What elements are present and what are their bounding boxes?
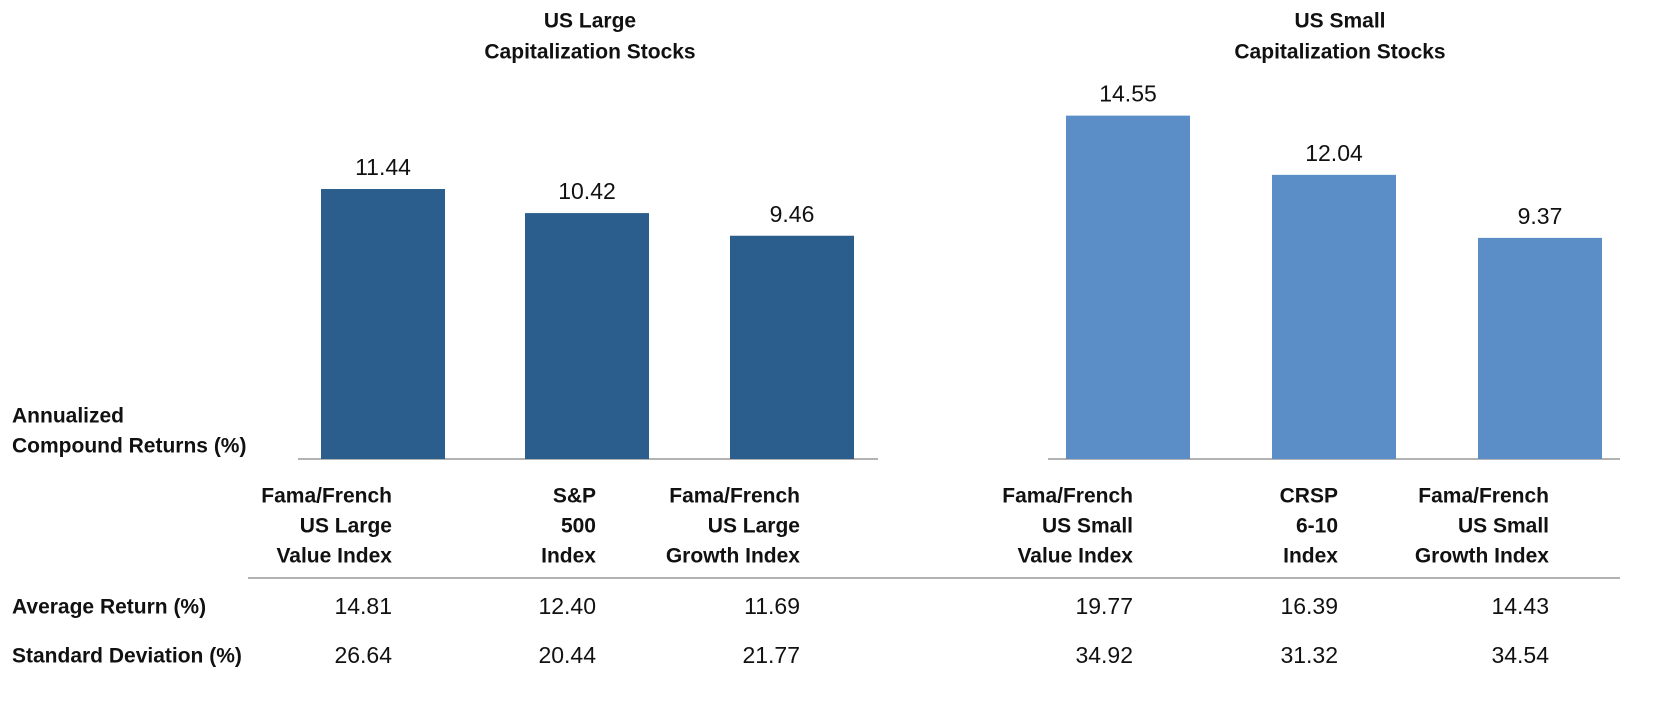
row-label: Average Return (%) xyxy=(12,596,206,619)
bar xyxy=(1066,115,1190,460)
table-cell: 14.43 xyxy=(1491,593,1549,619)
category-label: 6-10 xyxy=(1296,515,1338,538)
category-label: Index xyxy=(1283,545,1338,568)
table-cell: 34.92 xyxy=(1075,642,1133,668)
category-label: Growth Index xyxy=(666,545,800,568)
category-label: US Small xyxy=(1458,515,1549,538)
category-label: US Large xyxy=(708,515,800,538)
table-cell: 16.39 xyxy=(1280,593,1338,619)
table-cell: 26.64 xyxy=(334,642,392,668)
data-label: 10.42 xyxy=(558,178,616,204)
y-axis-label: Compound Returns (%) xyxy=(12,435,246,458)
chart-title: US Small xyxy=(1294,10,1385,33)
category-label: S&P xyxy=(553,485,596,508)
y-axis-label: Annualized xyxy=(12,405,124,428)
table-cell: 19.77 xyxy=(1075,593,1133,619)
data-label: 14.55 xyxy=(1099,81,1157,107)
category-label: 500 xyxy=(561,515,596,538)
category-label: Fama/French xyxy=(261,485,392,508)
category-label: Index xyxy=(541,545,596,568)
table-cell: 31.32 xyxy=(1280,642,1338,668)
data-label: 9.46 xyxy=(770,201,815,227)
table-cell: 34.54 xyxy=(1491,642,1549,668)
chart-title: Capitalization Stocks xyxy=(1234,41,1445,64)
table-cell: 12.40 xyxy=(538,593,596,619)
category-label: Fama/French xyxy=(1002,485,1133,508)
data-label: 11.44 xyxy=(355,154,411,180)
row-label: Standard Deviation (%) xyxy=(12,645,242,668)
data-label: 9.37 xyxy=(1518,203,1563,229)
category-label: Fama/French xyxy=(669,485,800,508)
table-cell: 11.69 xyxy=(744,593,800,619)
category-label: Growth Index xyxy=(1415,545,1549,568)
category-label: Fama/French xyxy=(1418,485,1549,508)
bar xyxy=(730,235,854,459)
bar xyxy=(525,213,649,459)
table-cell: 14.81 xyxy=(334,593,392,619)
table-cell: 20.44 xyxy=(538,642,596,668)
category-label: US Small xyxy=(1042,515,1133,538)
chart-title: Capitalization Stocks xyxy=(484,41,695,64)
table-cell: 21.77 xyxy=(742,642,800,668)
data-label: 12.04 xyxy=(1305,140,1363,166)
category-label: Value Index xyxy=(276,545,392,568)
category-label: CRSP xyxy=(1280,485,1338,508)
bar xyxy=(321,189,445,460)
bar xyxy=(1478,237,1602,459)
chart-title: US Large xyxy=(544,10,636,33)
category-label: Value Index xyxy=(1017,545,1133,568)
bar xyxy=(1272,174,1396,459)
category-label: US Large xyxy=(300,515,392,538)
